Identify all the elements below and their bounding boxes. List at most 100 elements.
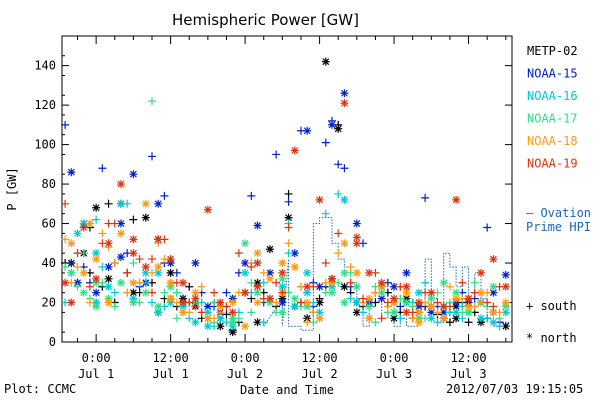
timestamp: 2012/07/03 19:15:05: [446, 382, 584, 396]
north-marker: [141, 213, 150, 222]
north-marker: [464, 294, 473, 303]
x-tick-time-label: 12:00: [450, 351, 486, 365]
y-tick-label: 40: [42, 256, 56, 270]
south-marker: [172, 268, 181, 277]
north-marker: [253, 221, 262, 230]
south-marker: [61, 120, 70, 129]
north-marker: [116, 278, 125, 287]
south-marker: [321, 138, 330, 147]
north-marker: [321, 57, 330, 66]
north-marker: [501, 282, 510, 291]
north-marker: [104, 274, 113, 283]
north-marker: [92, 255, 101, 264]
north-marker: [439, 278, 448, 287]
south-marker: [272, 298, 281, 307]
north-marker: [365, 294, 374, 303]
north-marker: [166, 278, 175, 287]
north-marker: [179, 308, 188, 317]
south-marker: [222, 310, 231, 319]
south-marker: [104, 199, 113, 208]
north-marker: [340, 89, 349, 98]
north-marker: [414, 318, 423, 327]
south-marker: [334, 160, 343, 169]
south-marker: [296, 298, 305, 307]
north-marker: [216, 314, 225, 323]
north-marker: [427, 294, 436, 303]
north-marker: [290, 294, 299, 303]
south-marker: [172, 314, 181, 323]
north-marker: [129, 298, 138, 307]
north-marker: [439, 314, 448, 323]
south-marker: [371, 318, 380, 327]
north-marker: [476, 268, 485, 277]
north-marker: [141, 199, 150, 208]
north-marker: [489, 255, 498, 264]
y-tick-label: 60: [42, 217, 56, 231]
north-marker: [315, 314, 324, 323]
north-marker: [154, 268, 163, 277]
south-marker: [110, 259, 119, 268]
x-axis-label: Date and Time: [240, 383, 334, 397]
north-marker: [79, 288, 88, 297]
north-marker: [203, 322, 212, 331]
south-marker: [421, 193, 430, 202]
north-marker: [303, 298, 312, 307]
south-marker: [61, 262, 70, 271]
chart-title: Hemispheric Power [GW]: [172, 11, 359, 29]
north-marker: [203, 205, 212, 214]
south-marker: [334, 249, 343, 258]
south-marker: [334, 189, 343, 198]
legend-model-label: Prime HPI: [526, 220, 591, 234]
x-tick-date-label: Jul 1: [78, 367, 114, 381]
north-marker: [402, 268, 411, 277]
north-marker: [191, 288, 200, 297]
north-marker: [278, 308, 287, 317]
north-marker: [228, 308, 237, 317]
south-marker: [346, 262, 355, 271]
north-marker: [328, 288, 336, 297]
north-marker: [228, 328, 237, 337]
south-marker: [85, 298, 94, 307]
south-marker: [247, 308, 256, 317]
north-marker: [489, 308, 498, 317]
legend-entry: NOAA-16: [527, 89, 578, 103]
north-marker: [340, 268, 349, 277]
north-marker: [203, 314, 212, 323]
north-marker: [265, 268, 274, 277]
south-marker: [272, 278, 281, 287]
y-tick-label: 80: [42, 177, 56, 191]
south-marker: [73, 262, 82, 271]
x-tick-time-label: 0:00: [82, 351, 111, 365]
x-tick-date-label: Jul 3: [450, 367, 486, 381]
north-marker: [414, 298, 423, 307]
south-marker: [234, 249, 243, 258]
south-marker: [303, 318, 312, 327]
north-marker: [67, 239, 76, 248]
north-marker: [427, 288, 436, 297]
north-marker: [290, 302, 299, 311]
north-marker: [284, 213, 293, 222]
south-marker: [470, 288, 479, 297]
north-marker: [402, 308, 411, 317]
south-marker: [73, 282, 82, 291]
north-marker: [61, 278, 70, 287]
south-marker: [278, 288, 287, 297]
south-marker: [489, 302, 498, 311]
legend-entry: NOAA-18: [527, 134, 578, 148]
north-marker: [352, 239, 361, 248]
north-marker: [253, 259, 262, 268]
south-marker: [73, 249, 82, 258]
north-marker: [452, 314, 461, 323]
north-marker: [315, 282, 324, 291]
north-marker: [501, 270, 510, 279]
north-marker: [241, 259, 250, 268]
south-marker: [383, 298, 392, 307]
north-marker: [414, 308, 423, 317]
north-marker: [116, 180, 125, 189]
south-marker: [197, 308, 206, 317]
south-marker: [483, 298, 492, 307]
south-marker: [148, 298, 156, 307]
south-marker: [309, 308, 318, 317]
north-marker: [166, 255, 175, 264]
